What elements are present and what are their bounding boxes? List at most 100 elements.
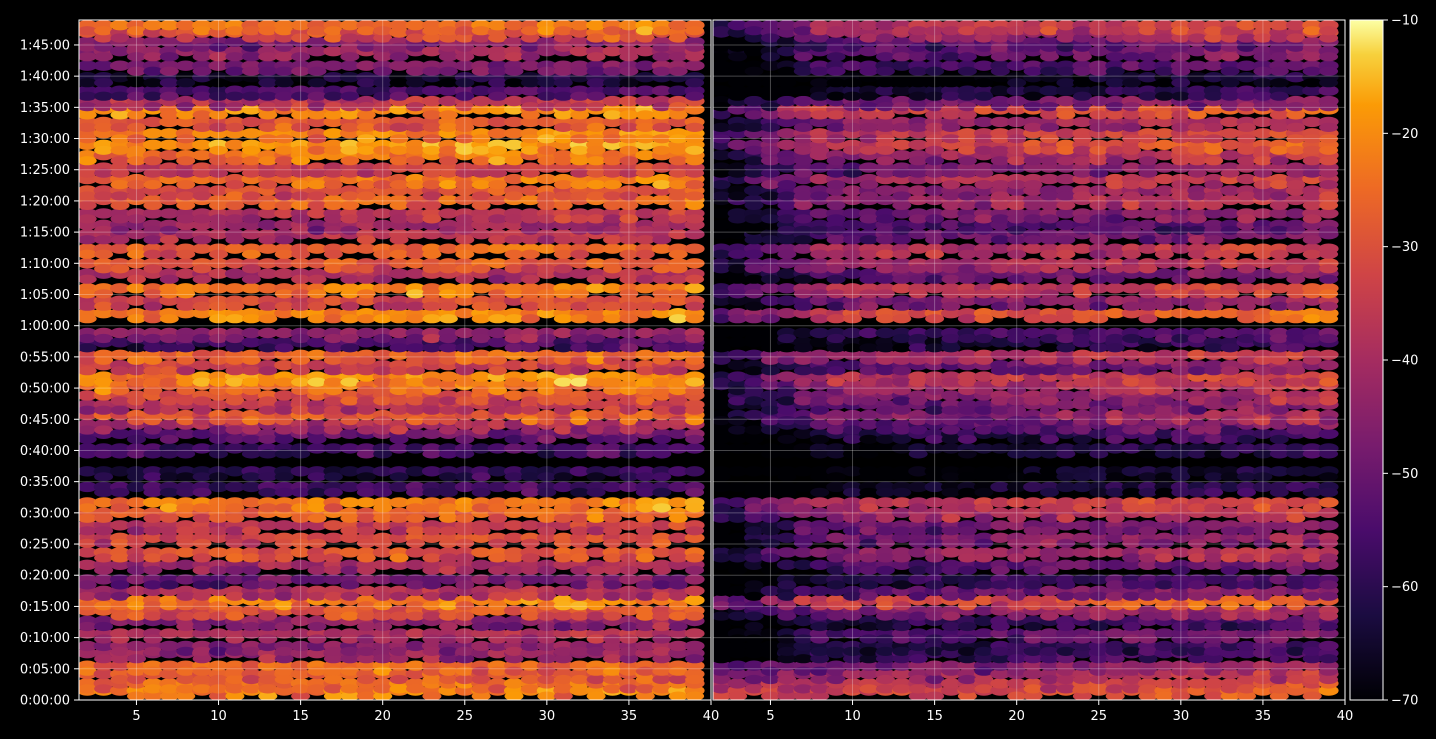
heatmap-cell (793, 605, 814, 616)
heatmap-cell (570, 156, 590, 166)
heatmap-cell (192, 591, 212, 601)
heatmap-cell (438, 122, 458, 132)
heatmap-cell (668, 264, 688, 274)
heatmap-cell (176, 526, 196, 536)
heatmap-cell (520, 214, 540, 224)
heatmap-cell (586, 191, 606, 201)
heatmap-cell (713, 666, 731, 676)
heatmap-cell (668, 428, 689, 439)
heatmap-cell (760, 466, 781, 477)
heatmap-cell (651, 419, 672, 430)
heatmap-cell (225, 214, 245, 224)
heatmap-cell (159, 580, 179, 590)
heatmap-cell (602, 497, 623, 508)
heatmap-cell (504, 377, 524, 387)
heatmap-cell (728, 225, 748, 235)
heatmap-cell (455, 674, 475, 685)
heatmap-cell (793, 274, 813, 284)
heatmap-cell (776, 20, 797, 31)
heatmap-cell (569, 27, 590, 38)
heatmap-cell (570, 66, 590, 76)
heatmap-cell (684, 574, 705, 585)
heatmap-cell (340, 52, 360, 62)
heatmap-cell (488, 145, 508, 155)
heatmap-cell (619, 274, 639, 284)
heatmap-cell (570, 301, 590, 311)
heatmap-cell (635, 684, 655, 694)
heatmap-cell (291, 684, 311, 694)
heatmap-cell (619, 503, 639, 513)
heatmap-cell (79, 301, 97, 311)
y-tick-label: 1:00:00 (20, 319, 70, 334)
heatmap-cell (159, 139, 180, 150)
heatmap-cell (274, 200, 294, 210)
heatmap-cell (127, 449, 146, 459)
heatmap-cell (859, 621, 879, 632)
heatmap-cell (826, 235, 846, 245)
heatmap-cell (537, 214, 557, 224)
heatmap-cell (192, 308, 213, 319)
heatmap-cell (875, 145, 895, 155)
heatmap-cell (727, 520, 748, 531)
heatmap-cell (685, 91, 705, 101)
heatmap-cell (504, 580, 524, 590)
heatmap-cell (685, 42, 705, 52)
y-tick-label: 0:05:00 (20, 662, 70, 677)
heatmap-cell (875, 565, 895, 575)
heatmap-cell (127, 66, 146, 76)
heatmap-cell (323, 214, 343, 224)
heatmap-cell (159, 377, 179, 387)
heatmap-cell (471, 385, 491, 396)
heatmap-cell (290, 466, 311, 477)
heatmap-cell (504, 95, 524, 107)
heatmap-cell (241, 385, 261, 396)
heatmap-cell (619, 249, 639, 259)
heatmap-cell (257, 532, 278, 543)
heatmap-cell (94, 301, 114, 311)
heatmap-cell (537, 377, 557, 387)
heatmap-cell (619, 621, 639, 632)
heatmap-cell (504, 349, 524, 360)
heatmap-cell (761, 674, 780, 685)
heatmap-cell (651, 162, 672, 173)
heatmap-cell (892, 553, 912, 563)
heatmap-cell (618, 520, 639, 531)
heatmap-cell (713, 327, 732, 339)
heatmap-cell (307, 648, 327, 659)
heatmap-cell (209, 333, 228, 344)
heatmap-cell (143, 691, 163, 700)
heatmap-cell (760, 60, 781, 71)
heatmap-cell (635, 337, 656, 348)
heatmap-cell (143, 580, 163, 590)
heatmap-cell (307, 102, 327, 112)
heatmap-cell (520, 52, 540, 62)
heatmap-cell (373, 264, 393, 274)
heatmap-cell (307, 200, 327, 210)
heatmap-cell (744, 66, 764, 76)
heatmap-cell (291, 396, 311, 406)
heatmap-cell (79, 289, 97, 299)
heatmap-cell (422, 355, 442, 365)
heatmap-cell (455, 33, 475, 43)
heatmap-cell (619, 191, 639, 201)
heatmap-cell (93, 640, 114, 652)
heatmap-cell (340, 355, 360, 365)
heatmap-cell (652, 666, 672, 676)
heatmap-cell (455, 526, 475, 536)
heatmap-cell (504, 20, 524, 31)
heatmap-cell (635, 208, 656, 219)
heatmap-cell (94, 33, 114, 43)
heatmap-cell (110, 72, 130, 83)
heatmap-cell (209, 646, 228, 657)
heatmap-cell (619, 168, 639, 178)
heatmap-cell (777, 200, 797, 210)
heatmap-cell (159, 78, 179, 88)
heatmap-cell (405, 559, 426, 570)
heatmap-cell (619, 434, 639, 444)
heatmap-cell (455, 666, 475, 676)
heatmap-cell (668, 274, 688, 284)
heatmap-cell (586, 565, 606, 575)
heatmap-cell (760, 295, 781, 306)
heatmap-cell (159, 628, 180, 639)
heatmap-cell (668, 249, 688, 259)
